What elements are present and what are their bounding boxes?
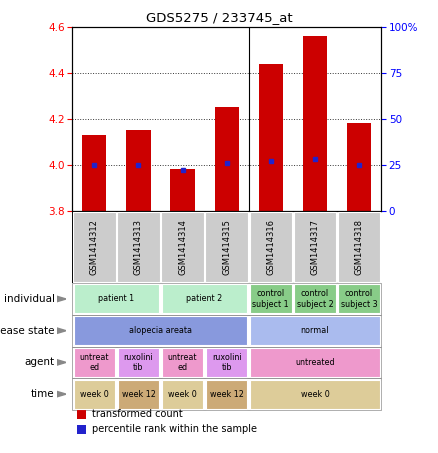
Text: GSM1414314: GSM1414314: [178, 219, 187, 275]
Bar: [303, 36, 327, 211]
Text: week 12: week 12: [210, 390, 244, 399]
Bar: [82, 135, 106, 211]
Text: GSM1414317: GSM1414317: [311, 219, 319, 275]
Text: GSM1414318: GSM1414318: [354, 219, 364, 275]
Bar: [215, 107, 239, 211]
Bar: [170, 169, 194, 211]
Bar: [294, 212, 336, 282]
Text: transformed count: transformed count: [92, 410, 182, 419]
Polygon shape: [57, 296, 66, 302]
Text: time: time: [31, 389, 55, 399]
Text: week 12: week 12: [121, 390, 155, 399]
Text: control
subject 2: control subject 2: [297, 289, 333, 308]
Text: control
subject 3: control subject 3: [341, 289, 377, 308]
Text: GDS5275 / 233745_at: GDS5275 / 233745_at: [146, 11, 292, 24]
Text: control
subject 1: control subject 1: [252, 289, 289, 308]
Bar: [259, 64, 283, 211]
Bar: [117, 212, 159, 282]
Text: GSM1414315: GSM1414315: [222, 219, 231, 275]
Text: patient 2: patient 2: [187, 294, 223, 304]
Text: agent: agent: [25, 357, 55, 367]
Text: untreat
ed: untreat ed: [80, 353, 109, 372]
Text: individual: individual: [4, 294, 55, 304]
Text: GSM1414312: GSM1414312: [90, 219, 99, 275]
Bar: [338, 212, 380, 282]
Text: disease state: disease state: [0, 326, 55, 336]
Text: alopecia areata: alopecia areata: [129, 326, 192, 335]
Polygon shape: [57, 391, 66, 397]
Text: GSM1414316: GSM1414316: [266, 219, 275, 275]
Text: ruxolini
tib: ruxolini tib: [212, 353, 241, 372]
Bar: [73, 212, 116, 282]
Polygon shape: [57, 328, 66, 333]
Bar: [347, 124, 371, 211]
Text: week 0: week 0: [168, 390, 197, 399]
Bar: [250, 212, 292, 282]
Text: untreated: untreated: [295, 358, 335, 367]
Text: week 0: week 0: [80, 390, 109, 399]
Text: patient 1: patient 1: [98, 294, 134, 304]
Text: percentile rank within the sample: percentile rank within the sample: [92, 424, 257, 434]
Polygon shape: [57, 360, 66, 365]
Bar: [205, 212, 248, 282]
Text: normal: normal: [300, 326, 329, 335]
Text: untreat
ed: untreat ed: [168, 353, 197, 372]
Text: ruxolini
tib: ruxolini tib: [124, 353, 153, 372]
Bar: [161, 212, 204, 282]
Text: GSM1414313: GSM1414313: [134, 219, 143, 275]
Text: week 0: week 0: [300, 390, 329, 399]
Bar: [126, 130, 151, 211]
